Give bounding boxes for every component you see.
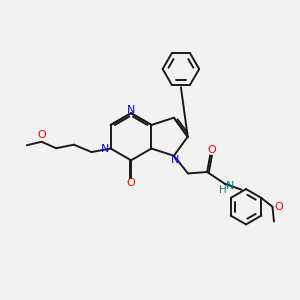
- Text: N: N: [127, 105, 135, 115]
- Text: H: H: [220, 185, 227, 195]
- Text: O: O: [274, 202, 283, 212]
- Text: N: N: [226, 181, 234, 191]
- Text: O: O: [38, 130, 46, 140]
- Text: N: N: [171, 155, 179, 165]
- Text: N: N: [101, 143, 110, 154]
- Text: O: O: [127, 178, 135, 188]
- Text: O: O: [207, 145, 216, 155]
